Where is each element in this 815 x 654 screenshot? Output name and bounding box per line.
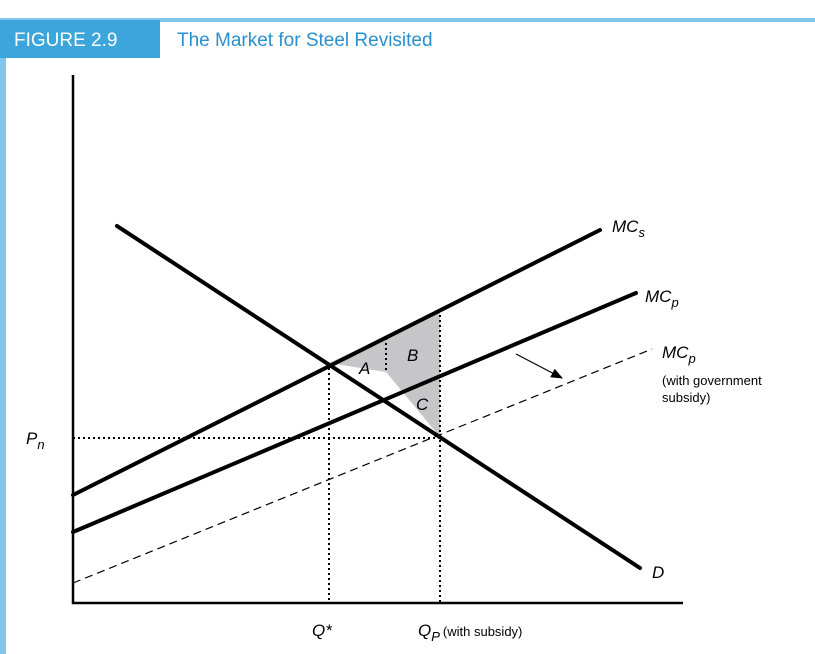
q-star-label: Q* xyxy=(312,621,333,640)
mc-p-subsidy-curve xyxy=(72,348,653,584)
demand-curve xyxy=(115,224,642,570)
area-c-label: C xyxy=(416,395,429,414)
q-p-label: QP (with subsidy) xyxy=(418,621,522,644)
top-border xyxy=(0,18,815,22)
figure-badge xyxy=(0,20,160,58)
subsidy-note-2: subsidy) xyxy=(662,390,710,405)
mc-p-subsidy-label: MCp xyxy=(662,343,696,366)
mc-s-curve xyxy=(71,228,602,497)
subsidy-note-1: (with government xyxy=(662,373,762,388)
shaded-area xyxy=(329,310,440,437)
p-n-label: Pn xyxy=(26,429,45,452)
area-b-label: B xyxy=(407,346,418,365)
mc-p-curve xyxy=(71,291,638,534)
figure-number: FIGURE 2.9 xyxy=(14,30,117,51)
mc-p-label: MCp xyxy=(645,287,679,310)
demand-label: D xyxy=(652,563,664,582)
area-a-label: A xyxy=(358,359,370,378)
left-border xyxy=(0,20,6,654)
mc-s-label: MCs xyxy=(612,217,645,240)
figure-title: The Market for Steel Revisited xyxy=(177,30,433,51)
shift-arrow xyxy=(515,353,564,379)
